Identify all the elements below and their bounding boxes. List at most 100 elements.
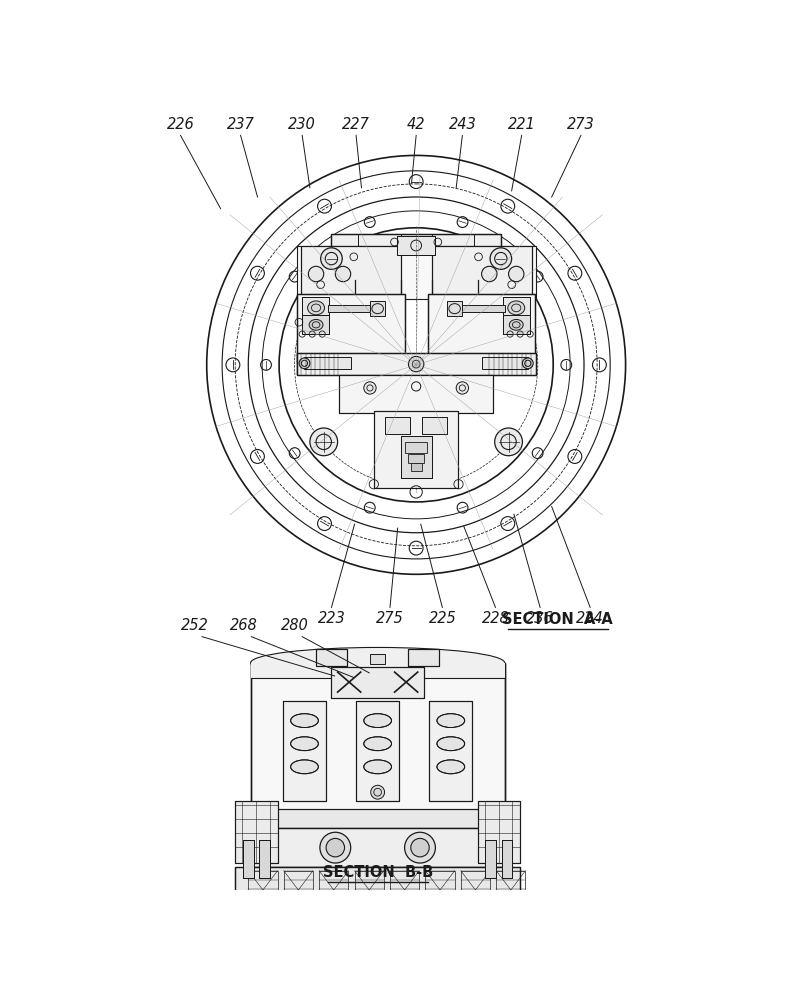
Text: 221: 221	[507, 117, 535, 132]
Text: 224: 224	[576, 611, 603, 626]
Circle shape	[320, 248, 341, 269]
Circle shape	[308, 266, 324, 282]
Bar	[251, 663, 504, 828]
Bar	[354, 871, 384, 909]
Bar	[242, 840, 253, 878]
Bar	[251, 809, 504, 828]
Ellipse shape	[298, 358, 310, 369]
Bar	[251, 809, 504, 828]
Bar	[297, 294, 404, 363]
Bar	[503, 297, 530, 319]
Bar	[259, 840, 269, 878]
Bar	[331, 667, 423, 698]
Bar	[283, 871, 312, 909]
Ellipse shape	[251, 647, 504, 678]
Text: 225: 225	[428, 611, 456, 626]
Bar	[331, 667, 423, 698]
Bar	[405, 442, 427, 453]
Bar	[461, 871, 490, 909]
Bar	[501, 840, 512, 878]
Bar	[429, 701, 472, 801]
Bar	[446, 301, 461, 316]
Ellipse shape	[508, 319, 522, 330]
Bar	[422, 417, 446, 434]
Bar	[302, 297, 328, 319]
Bar	[425, 871, 454, 909]
Bar	[358, 234, 401, 246]
Text: 236: 236	[526, 611, 553, 626]
Bar	[300, 246, 401, 296]
Bar	[385, 417, 410, 434]
Ellipse shape	[363, 760, 391, 774]
Circle shape	[494, 428, 521, 456]
Bar	[282, 701, 326, 801]
Text: 268: 268	[230, 618, 257, 633]
Bar	[503, 315, 530, 334]
Bar	[410, 463, 421, 471]
Bar	[397, 235, 435, 255]
Bar	[431, 234, 474, 246]
Bar	[235, 801, 277, 863]
Text: SECTION  B-B: SECTION B-B	[322, 865, 432, 880]
Bar	[408, 649, 439, 666]
Bar	[251, 663, 504, 828]
Bar	[461, 305, 504, 312]
Bar	[297, 246, 534, 299]
Ellipse shape	[436, 737, 464, 751]
Bar	[427, 294, 534, 363]
Bar	[300, 246, 401, 296]
Ellipse shape	[307, 301, 324, 315]
Circle shape	[363, 382, 375, 394]
Bar	[297, 353, 534, 375]
Bar	[315, 649, 346, 666]
Bar	[339, 375, 492, 413]
Bar	[485, 840, 496, 878]
Bar	[339, 375, 492, 413]
Bar	[315, 649, 346, 666]
Circle shape	[456, 382, 468, 394]
Bar	[297, 353, 534, 375]
Bar	[373, 411, 458, 488]
Bar	[503, 315, 530, 334]
Ellipse shape	[507, 301, 524, 315]
Circle shape	[310, 428, 337, 456]
Bar	[331, 234, 500, 257]
Text: 280: 280	[281, 618, 308, 633]
Bar	[235, 867, 520, 913]
Text: 227: 227	[341, 117, 370, 132]
Bar	[327, 305, 370, 312]
Bar	[477, 801, 520, 863]
Text: 223: 223	[317, 611, 345, 626]
Ellipse shape	[363, 714, 391, 728]
Bar	[319, 871, 348, 909]
Circle shape	[326, 838, 344, 857]
Text: 237: 237	[226, 117, 254, 132]
Bar	[429, 701, 472, 801]
Bar	[477, 801, 520, 863]
Bar	[259, 840, 269, 878]
Bar	[385, 417, 410, 434]
Text: 226: 226	[166, 117, 194, 132]
Ellipse shape	[521, 358, 533, 369]
Ellipse shape	[290, 714, 318, 728]
Ellipse shape	[290, 737, 318, 751]
Bar	[422, 417, 446, 434]
Bar	[242, 840, 253, 878]
Circle shape	[335, 266, 350, 282]
Text: 243: 243	[448, 117, 475, 132]
Bar	[503, 297, 530, 319]
Text: 230: 230	[288, 117, 315, 132]
Bar	[356, 701, 399, 801]
Bar	[302, 315, 328, 334]
Bar	[356, 701, 399, 801]
Bar	[235, 801, 277, 863]
Text: SECTION  A-A: SECTION A-A	[502, 612, 612, 627]
Bar	[235, 867, 520, 913]
Bar	[370, 301, 385, 316]
Text: 42: 42	[406, 117, 425, 132]
Text: 273: 273	[566, 117, 594, 132]
Bar	[331, 234, 500, 257]
Bar	[373, 411, 458, 488]
Bar	[431, 246, 531, 296]
Circle shape	[404, 832, 435, 863]
